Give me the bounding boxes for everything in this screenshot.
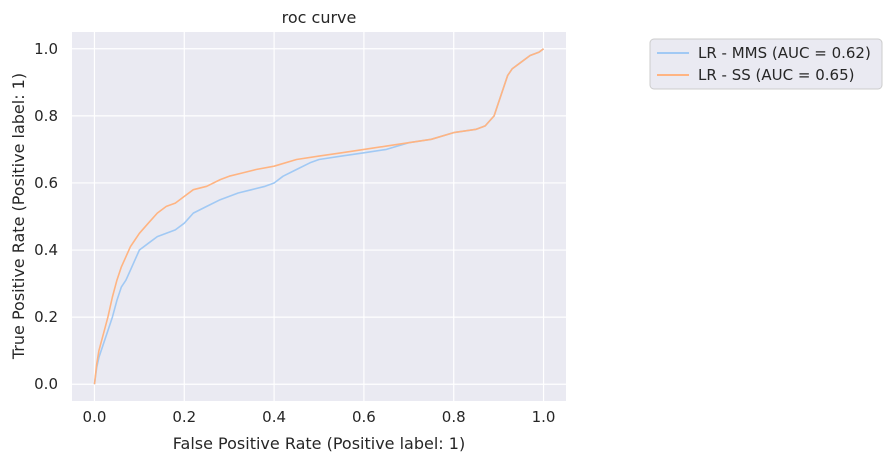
- x-tick-label: 0.0: [83, 408, 107, 426]
- legend-label-ss: LR - SS (AUC = 0.65): [698, 66, 854, 84]
- y-tick-label: 0.6: [34, 174, 58, 192]
- plot-area: [72, 32, 566, 401]
- series-layer: [93, 48, 544, 385]
- y-tick-label: 0.0: [34, 375, 58, 393]
- x-axis-label: False Positive Rate (Positive label: 1): [173, 434, 465, 453]
- x-tick-label: 0.2: [172, 408, 196, 426]
- y-axis-label: True Positive Rate (Positive label: 1): [9, 73, 28, 360]
- x-tick-labels: 0.0 0.2 0.4 0.6 0.8 1.0: [83, 408, 556, 426]
- legend-box: [649, 38, 883, 90]
- x-tick-label: 1.0: [532, 408, 556, 426]
- y-tick-label: 1.0: [34, 40, 58, 58]
- series-line-1: [93, 48, 544, 385]
- y-tick-label: 0.2: [34, 308, 58, 326]
- chart-title: roc curve: [282, 8, 357, 27]
- y-tick-label: 0.8: [34, 107, 58, 125]
- y-tick-label: 0.4: [34, 241, 58, 259]
- y-tick-labels: 0.0 0.2 0.4 0.6 0.8 1.0: [34, 40, 58, 393]
- legend-label-mms: LR - MMS (AUC = 0.62): [698, 44, 871, 62]
- x-tick-label: 0.4: [262, 408, 286, 426]
- legend: LR - MMS (AUC = 0.62) LR - SS (AUC = 0.6…: [649, 38, 883, 90]
- gridlines: [72, 32, 566, 401]
- x-tick-label: 0.6: [352, 408, 376, 426]
- x-tick-label: 0.8: [442, 408, 466, 426]
